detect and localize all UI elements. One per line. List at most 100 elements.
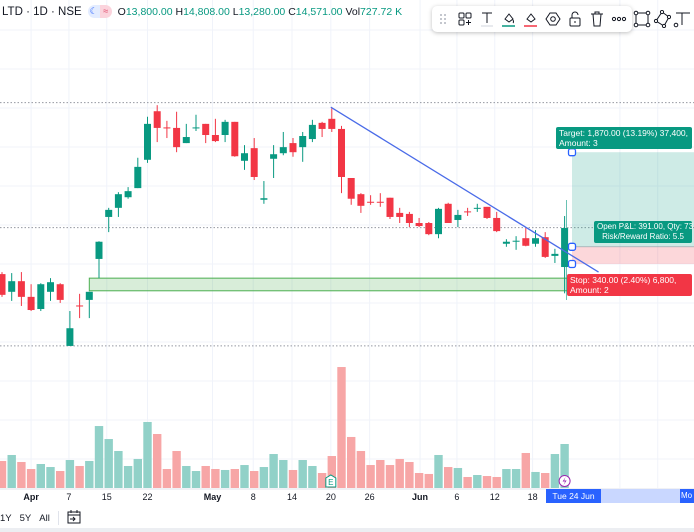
high-label: H	[175, 5, 184, 18]
symbol-title[interactable]: LTD · 1D · NSE	[2, 5, 82, 18]
volume-bar	[220, 469, 230, 488]
rectangle-icon[interactable]	[632, 6, 652, 32]
candle-body	[124, 191, 132, 198]
candle-body	[541, 237, 549, 257]
range-5y-button[interactable]: 5Y	[19, 512, 32, 524]
volume-label: Vol	[345, 5, 361, 18]
volume-bar	[182, 465, 191, 488]
candle-body	[66, 328, 74, 346]
volume-bar	[133, 458, 142, 488]
open-label: O	[117, 5, 126, 18]
candle-body	[37, 284, 45, 310]
text-icon[interactable]	[476, 6, 498, 32]
candle-body	[270, 154, 278, 159]
candle-body	[347, 177, 355, 199]
line-color-icon[interactable]	[520, 6, 542, 32]
close-value: 14,571.00	[295, 5, 343, 18]
data-delay-icon: ≈	[99, 5, 112, 18]
volume-bar	[259, 467, 269, 488]
target-label[interactable]: Target: 1,870.00 (13.19%) 37,400, Amount…	[556, 127, 692, 149]
candle-body	[105, 209, 113, 217]
candle-body	[8, 281, 16, 292]
volume-bar	[0, 460, 7, 488]
volume-bar	[376, 460, 385, 488]
position-handle	[567, 259, 577, 269]
market-closed-icon: ☾	[87, 5, 100, 18]
volume-bar	[162, 469, 172, 488]
lightning-icon-glyph	[562, 477, 567, 485]
unlock-icon[interactable]	[564, 6, 586, 32]
status-badges[interactable]: ☾ ≈	[87, 5, 112, 18]
volume-bar	[85, 460, 94, 488]
range-all-button[interactable]: All	[39, 512, 50, 524]
high-value: 14,808.00	[183, 5, 230, 18]
time-axis-tick: 7	[66, 492, 72, 502]
volume-bar	[143, 421, 152, 488]
volume-bar	[94, 426, 104, 488]
open-pnl-label[interactable]: Open P&L: 391.00, Qty: 73 Risk/Reward Ra…	[594, 221, 693, 243]
range-1y-button[interactable]: 1Y	[0, 512, 12, 524]
volume-bar	[65, 460, 75, 488]
volume-bar	[424, 473, 433, 488]
range-end-label: Mo	[680, 489, 694, 503]
drag-handle-icon[interactable]	[432, 6, 454, 32]
candle-body	[221, 121, 229, 136]
candle-body	[493, 217, 501, 232]
candle-body	[163, 127, 171, 129]
range-icon[interactable]	[672, 6, 692, 32]
candle-body	[192, 127, 200, 129]
candle-body	[483, 206, 491, 218]
candle-body	[464, 211, 472, 213]
earnings-marker-label: E	[328, 478, 333, 487]
candle-body	[532, 238, 539, 244]
candle-body	[328, 118, 336, 129]
volume-bar	[308, 465, 317, 488]
volume-bar	[288, 469, 298, 488]
volume-bar	[298, 460, 307, 488]
stop-label[interactable]: Stop: 340.00 (2.40%) 6,800, Amount: 2	[567, 274, 692, 296]
volume-bar	[230, 469, 239, 488]
template-icon[interactable]	[454, 6, 476, 32]
ohlc-values: O13,800.00 H14,808.00 L13,280.00 C14,571…	[118, 6, 402, 18]
time-axis-tick: 18	[527, 492, 538, 502]
volume-bar	[463, 476, 472, 488]
volume-bar	[104, 439, 113, 488]
volume-bar	[36, 463, 45, 488]
candle-body	[425, 223, 433, 235]
candle-body	[454, 214, 462, 220]
volume-bar	[191, 471, 201, 488]
volume-bar	[337, 367, 346, 488]
selected-time-range	[601, 489, 680, 503]
candle-body	[241, 153, 248, 161]
candle-body	[134, 166, 142, 189]
trash-icon[interactable]	[586, 6, 608, 32]
candle-body	[85, 291, 93, 300]
divider	[57, 511, 59, 525]
time-axis-tick: May	[203, 492, 222, 502]
candle-body	[386, 197, 394, 217]
candle-body	[95, 241, 103, 259]
volume-bar	[347, 436, 356, 488]
settings-icon[interactable]	[542, 6, 564, 32]
time-axis-tick: 22	[142, 492, 153, 502]
risk-reward-text: Risk/Reward Ratio: 5.5	[602, 232, 684, 241]
volume-bar	[26, 469, 36, 488]
volume-bar	[473, 475, 482, 488]
drawing-tools-right	[632, 6, 692, 32]
fill-color-icon[interactable]	[498, 6, 520, 32]
volume-bar	[327, 456, 336, 488]
volume-bar	[153, 434, 162, 488]
earnings-marker	[325, 474, 337, 488]
volume-bar	[482, 476, 492, 488]
candle-body	[522, 238, 530, 246]
volume-bar	[366, 465, 375, 488]
candle-body	[182, 137, 190, 144]
candle-body	[512, 240, 520, 242]
rotated-rectangle-icon[interactable]	[652, 6, 672, 32]
more-icon[interactable]	[608, 6, 630, 32]
go-to-date-icon[interactable]	[67, 509, 81, 527]
low-label: L	[232, 5, 239, 18]
volume-bar	[46, 467, 55, 488]
candle-body	[308, 124, 316, 140]
